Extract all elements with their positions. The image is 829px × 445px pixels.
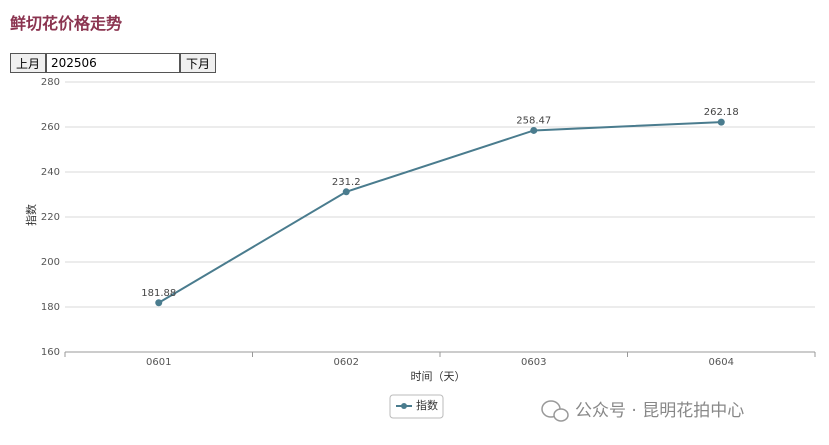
y-tick-label: 280 <box>41 77 60 88</box>
watermark-icon <box>541 400 569 422</box>
data-point <box>530 126 538 134</box>
y-tick-label: 260 <box>41 122 60 133</box>
x-tick-label: 0603 <box>521 357 546 368</box>
y-tick-label: 180 <box>41 302 60 313</box>
data-point <box>155 299 163 307</box>
page-title: 鲜切花价格走势 <box>10 14 123 33</box>
x-tick-label: 0602 <box>334 357 359 368</box>
x-tick-label: 0604 <box>709 357 734 368</box>
month-input[interactable]: 202506 <box>46 53 180 73</box>
x-tick-label: 0601 <box>146 357 171 368</box>
x-axis-label: 时间（天） <box>411 370 466 383</box>
y-tick-label: 200 <box>41 257 60 268</box>
data-point <box>342 188 350 196</box>
data-point <box>717 118 725 126</box>
data-line <box>158 121 722 304</box>
legend-box[interactable] <box>389 394 444 419</box>
next-month-button[interactable]: 下月 <box>180 53 216 73</box>
data-label: 181.88 <box>141 288 176 299</box>
y-tick-label: 160 <box>41 347 60 358</box>
legend-marker <box>401 403 407 409</box>
y-tick-label: 220 <box>41 212 60 223</box>
legend-label: 指数 <box>416 398 438 412</box>
prev-month-button[interactable]: 上月 <box>10 53 46 73</box>
data-label: 262.18 <box>704 107 739 118</box>
watermark: 公众号 · 昆明花拍中心 <box>575 401 744 421</box>
y-tick-label: 240 <box>41 167 60 178</box>
data-label: 258.47 <box>516 115 551 126</box>
data-label: 231.2 <box>332 177 361 188</box>
y-axis-label: 指数 <box>24 204 38 226</box>
